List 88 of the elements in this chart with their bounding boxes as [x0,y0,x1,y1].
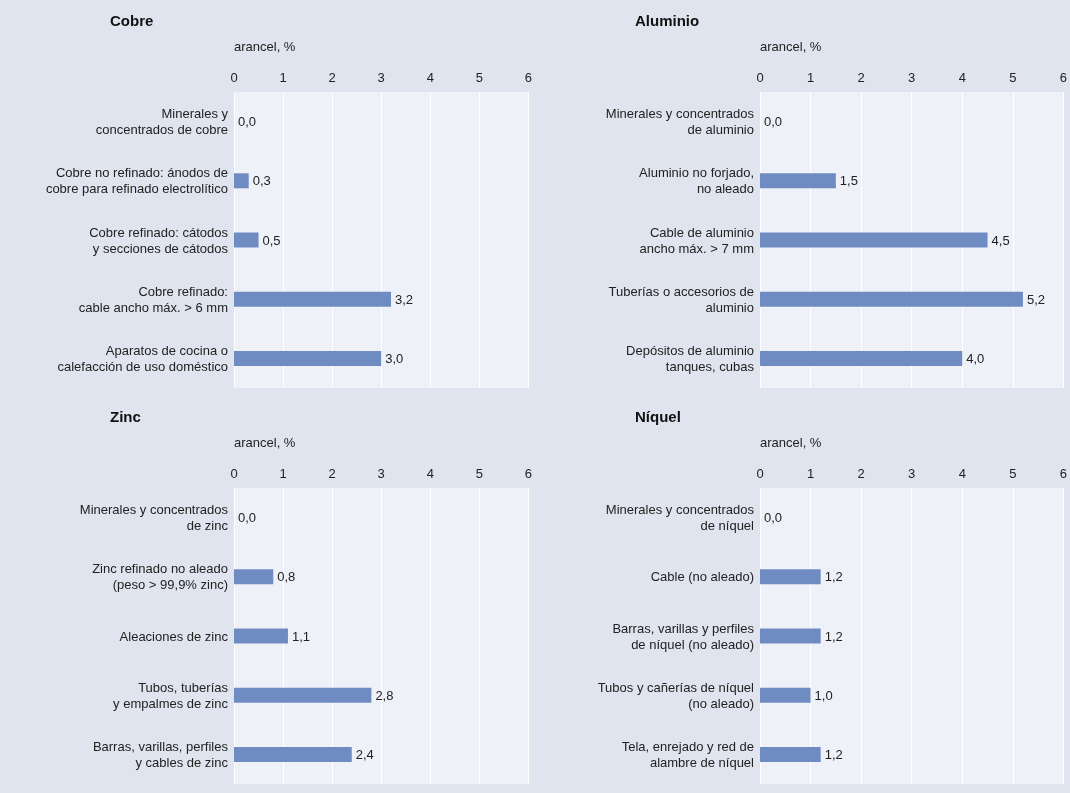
bar [760,291,1023,307]
data-label: 0,0 [238,114,257,130]
y-tick-label: Zinc refinado no aleado (peso > 99,9% zinc) [92,561,228,593]
data-label: 1,1 [291,628,311,644]
y-tick-label: Aluminio no forjado, no aleado [639,165,754,197]
x-tick-label: 5 [475,70,483,85]
chart-title: Cobre [110,12,154,29]
chart-title: Níquel [635,408,681,425]
bar [234,350,382,366]
x-tick-label: 4 [958,70,966,85]
y-tick-label: Depósitos de aluminio tanques, cubas [626,342,755,374]
chart-title: Aluminio [635,12,700,29]
y-tick-label: Cobre no refinado: ánodos de cobre para refinado electrolítico [45,165,228,197]
x-tick-label: 3 [377,466,385,481]
y-tick-label: Tubos y cañerías de níquel (no aleado) [597,679,755,711]
x-tick-label: 5 [1009,70,1017,85]
x-tick-label: 4 [426,466,434,481]
x-axis-title: arancel, % [234,435,296,450]
data-label: 3,0 [385,350,404,366]
y-tick-label: Minerales y concentrados de cobre [95,106,229,138]
bar [234,687,372,703]
data-label: 0,0 [238,510,257,526]
x-tick-label: 3 [377,70,385,85]
data-label: 1,0 [814,687,833,703]
y-tick-label: Minerales y concentrados de níquel [605,502,755,534]
y-tick-label: Cable (no aleado) [650,569,754,585]
y-tick-label: Barras, varillas y perfiles de níquel (no aleado) [612,620,755,652]
x-tick-label: 6 [1059,70,1067,85]
x-tick-label: 0 [230,466,238,481]
data-label: 0,0 [764,114,783,130]
x-tick-label: 4 [426,70,434,85]
y-tick-label: Aparatos de cocina o calefacción de uso doméstico [57,342,228,374]
x-tick-label: 3 [908,466,916,481]
bar [760,350,963,366]
bar [760,173,836,189]
x-tick-label: 3 [908,70,916,85]
y-tick-label: Cable de aluminio ancho máx. > 7 mm [639,224,754,256]
data-label: 4,5 [991,232,1010,248]
data-label: 0,8 [277,569,296,585]
y-tick-label: Cobre refinado: cátodos y secciones de cátodos [89,224,229,256]
data-label: 2,4 [355,746,374,762]
bar [234,569,274,585]
x-tick-label: 1 [279,70,287,85]
bar [760,232,988,248]
x-tick-label: 2 [857,466,865,481]
x-axis-title: arancel, % [234,39,296,54]
y-tick-label: Tela, enrejado y red de alambre de níquel [621,738,755,770]
y-tick-label: Minerales y concentrados de aluminio [605,106,755,138]
bar [234,291,392,307]
y-tick-label: Minerales y concentrados de zinc [79,502,229,534]
x-axis-title: arancel, % [760,39,822,54]
x-tick-label: 2 [328,466,336,481]
x-tick-label: 1 [806,466,815,481]
data-label: 3,2 [395,291,414,307]
bar [234,746,352,762]
data-label: 0,3 [252,173,271,189]
data-label: 5,2 [1026,291,1046,307]
data-label: 0,5 [262,232,281,248]
x-tick-label: 0 [230,70,238,85]
x-tick-label: 6 [1059,466,1067,481]
x-tick-label: 0 [756,70,764,85]
x-tick-label: 1 [279,466,287,481]
x-tick-label: 1 [806,70,815,85]
bar [234,628,288,644]
x-tick-label: 4 [958,466,966,481]
y-tick-label: Tubos, tuberías y empalmes de zinc [113,679,229,711]
y-tick-label: Barras, varillas, perfiles y cables de zinc [92,738,229,770]
y-tick-label: Cobre refinado: cable ancho máx. > 6 mm [78,283,228,315]
y-tick-label: Tuberías o accesorios de aluminio [608,283,754,315]
chart-title: Zinc [110,408,141,425]
x-tick-label: 0 [756,466,764,481]
x-axis-title: arancel, % [760,435,822,450]
bar [234,173,249,189]
x-tick-label: 5 [1009,466,1017,481]
data-label: 1,2 [824,746,843,762]
x-tick-label: 5 [475,466,483,481]
bar [234,232,259,248]
data-label: 0,0 [764,510,783,526]
data-label: 2,8 [375,687,394,703]
x-tick-label: 6 [524,70,532,85]
data-label: 4,0 [966,350,985,366]
x-tick-label: 6 [524,466,532,481]
x-tick-label: 2 [328,70,336,85]
data-label: 1,2 [824,569,843,585]
data-label: 1,2 [824,628,843,644]
y-tick-label: Aleaciones de zinc [119,628,229,644]
data-label: 1,5 [839,173,858,189]
x-tick-label: 2 [857,70,865,85]
